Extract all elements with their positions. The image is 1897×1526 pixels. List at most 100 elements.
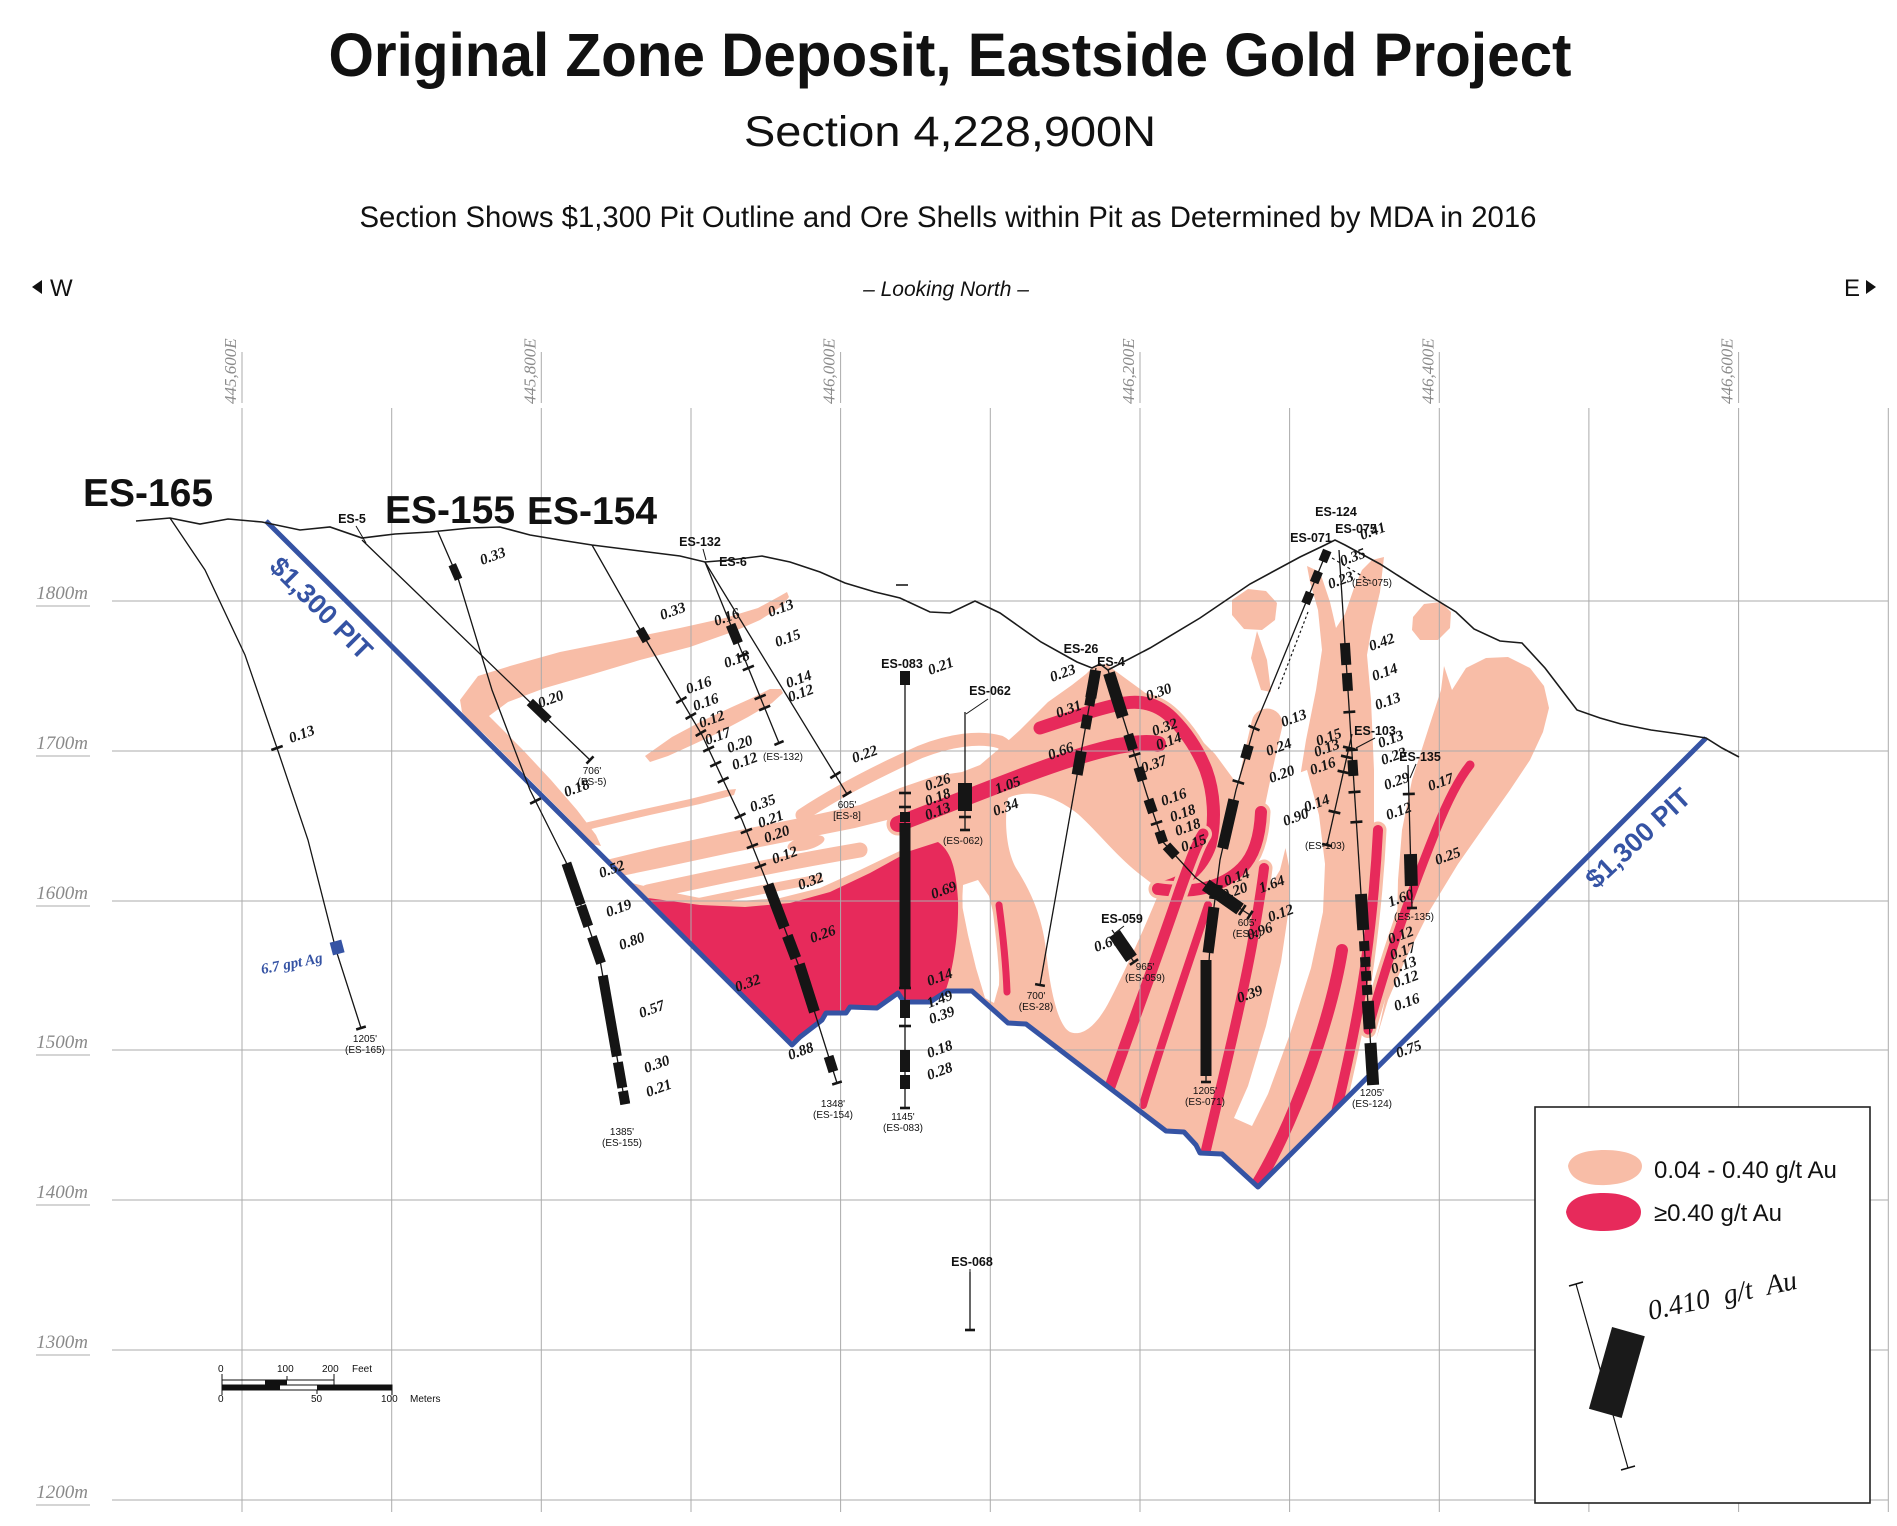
svg-text:Feet: Feet — [352, 1364, 372, 1375]
svg-text:0: 0 — [218, 1394, 224, 1405]
svg-text:0.15: 0.15 — [773, 627, 804, 651]
svg-text:1205': 1205' — [1360, 1088, 1384, 1099]
svg-text:446,600E: 446,600E — [1718, 338, 1737, 404]
svg-text:0.30: 0.30 — [642, 1053, 673, 1077]
svg-text:0.13: 0.13 — [287, 723, 318, 747]
svg-text:706': 706' — [583, 766, 602, 777]
svg-text:0.22: 0.22 — [850, 743, 881, 767]
svg-text:ES-083: ES-083 — [881, 657, 923, 671]
svg-text:ES-132: ES-132 — [679, 535, 721, 549]
svg-text:ES-071: ES-071 — [1290, 531, 1332, 545]
svg-text:ES-4: ES-4 — [1097, 655, 1125, 669]
svg-text:Section 4,228,900N: Section 4,228,900N — [744, 108, 1156, 156]
svg-text:(ES-075): (ES-075) — [1352, 578, 1392, 589]
svg-text:(ES-4): (ES-4) — [1233, 929, 1262, 940]
svg-text:965': 965' — [1136, 962, 1155, 973]
svg-text:ES-124: ES-124 — [1315, 505, 1357, 519]
svg-text:0.18: 0.18 — [925, 1038, 956, 1062]
svg-text:700': 700' — [1027, 991, 1046, 1002]
svg-text:1385': 1385' — [610, 1127, 634, 1138]
svg-text:1300m: 1300m — [36, 1332, 88, 1353]
svg-text:0.20: 0.20 — [536, 688, 567, 712]
svg-text:1205': 1205' — [353, 1034, 377, 1045]
svg-text:ES-165: ES-165 — [83, 472, 213, 515]
svg-text:0.28: 0.28 — [925, 1060, 956, 1084]
svg-text:1400m: 1400m — [36, 1182, 88, 1203]
svg-text:1600m: 1600m — [36, 883, 88, 904]
svg-text:E: E — [1844, 275, 1860, 302]
svg-text:0.13: 0.13 — [1373, 690, 1404, 714]
svg-text:0.19: 0.19 — [604, 897, 635, 921]
svg-text:ES-103: ES-103 — [1354, 724, 1396, 738]
svg-text:0.80: 0.80 — [617, 930, 648, 954]
svg-text:W: W — [50, 275, 73, 302]
svg-text:0.23: 0.23 — [1048, 662, 1079, 686]
svg-text:ES-155: ES-155 — [385, 489, 515, 532]
svg-text:0.30: 0.30 — [1144, 681, 1175, 705]
svg-text:0.42: 0.42 — [1367, 631, 1398, 655]
svg-text:605': 605' — [838, 800, 857, 811]
svg-text:(ES-28): (ES-28) — [1019, 1002, 1053, 1013]
svg-text:0.13: 0.13 — [1279, 707, 1310, 731]
svg-text:0.13: 0.13 — [766, 597, 797, 621]
svg-text:(ES-062): (ES-062) — [943, 836, 983, 847]
svg-text:0.21: 0.21 — [926, 655, 956, 679]
svg-text:1700m: 1700m — [36, 733, 88, 754]
svg-text:ES-075: ES-075 — [1335, 522, 1377, 536]
svg-text:ES-6: ES-6 — [719, 555, 747, 569]
svg-text:0.16: 0.16 — [1392, 991, 1423, 1015]
svg-text:0.14: 0.14 — [1370, 661, 1401, 685]
svg-text:0: 0 — [218, 1364, 224, 1375]
svg-text:ES-068: ES-068 — [951, 1255, 993, 1269]
svg-text:ES-154: ES-154 — [527, 490, 657, 533]
svg-text:ES-059: ES-059 — [1101, 912, 1143, 926]
svg-text:≥0.40 g/t Au: ≥0.40 g/t Au — [1654, 1200, 1782, 1227]
svg-text:605': 605' — [1238, 918, 1257, 929]
svg-text:0.33: 0.33 — [658, 600, 689, 624]
svg-text:200: 200 — [322, 1364, 339, 1375]
svg-text:50: 50 — [311, 1394, 323, 1405]
svg-text:[ES-8]: [ES-8] — [833, 811, 861, 822]
svg-text:(ES-124): (ES-124) — [1352, 1099, 1392, 1110]
svg-text:(ES-135): (ES-135) — [1394, 912, 1434, 923]
svg-text:(ES-103): (ES-103) — [1305, 841, 1345, 852]
svg-text:Meters: Meters — [410, 1394, 441, 1405]
svg-text:(ES-132): (ES-132) — [763, 752, 803, 763]
svg-text:100: 100 — [277, 1364, 294, 1375]
svg-text:446,200E: 446,200E — [1119, 338, 1138, 404]
svg-text:1348': 1348' — [821, 1099, 845, 1110]
svg-text:1205': 1205' — [1193, 1086, 1217, 1097]
svg-text:445,600E: 445,600E — [221, 338, 240, 404]
svg-text:(ES-059): (ES-059) — [1125, 973, 1165, 984]
svg-text:446,000E: 446,000E — [820, 338, 839, 404]
svg-text:Original Zone Deposit, Eastsid: Original Zone Deposit, Eastside Gold Pro… — [329, 21, 1572, 89]
svg-text:1500m: 1500m — [36, 1032, 88, 1053]
svg-text:0.33: 0.33 — [478, 545, 509, 569]
svg-text:(ES-5): (ES-5) — [578, 777, 607, 788]
svg-text:ES-26: ES-26 — [1064, 642, 1099, 656]
svg-text:(ES-155): (ES-155) — [602, 1138, 642, 1149]
svg-text:ES-5: ES-5 — [338, 512, 366, 526]
svg-text:0.75: 0.75 — [1394, 1038, 1425, 1062]
svg-text:ES-135: ES-135 — [1399, 750, 1441, 764]
svg-text:(ES-165): (ES-165) — [345, 1045, 385, 1056]
svg-text:100: 100 — [381, 1394, 398, 1405]
svg-text:1200m: 1200m — [36, 1482, 88, 1503]
svg-text:0.04 - 0.40 g/t Au: 0.04 - 0.40 g/t Au — [1654, 1157, 1837, 1184]
svg-text:0.21: 0.21 — [644, 1077, 674, 1101]
svg-text:0.57: 0.57 — [637, 998, 668, 1022]
svg-text:0.35: 0.35 — [1338, 546, 1369, 570]
svg-text:446,400E: 446,400E — [1418, 338, 1437, 404]
svg-text:445,800E: 445,800E — [520, 338, 539, 404]
svg-text:1800m: 1800m — [36, 583, 88, 604]
svg-text:(ES-083): (ES-083) — [883, 1123, 923, 1134]
svg-text:Section Shows $1,300 Pit Outli: Section Shows $1,300 Pit Outline and Ore… — [360, 201, 1537, 234]
svg-text:(ES-071): (ES-071) — [1185, 1097, 1225, 1108]
svg-text:6.7 gpt Ag: 6.7 gpt Ag — [260, 950, 325, 978]
svg-text:– Looking North –: – Looking North – — [862, 278, 1029, 301]
svg-text:(ES-154): (ES-154) — [813, 1110, 853, 1121]
svg-text:$1,300 PIT: $1,300 PIT — [264, 551, 379, 666]
svg-text:ES-062: ES-062 — [969, 684, 1011, 698]
svg-text:1145': 1145' — [891, 1112, 915, 1123]
svg-text:$1,300 PIT: $1,300 PIT — [1580, 782, 1697, 894]
